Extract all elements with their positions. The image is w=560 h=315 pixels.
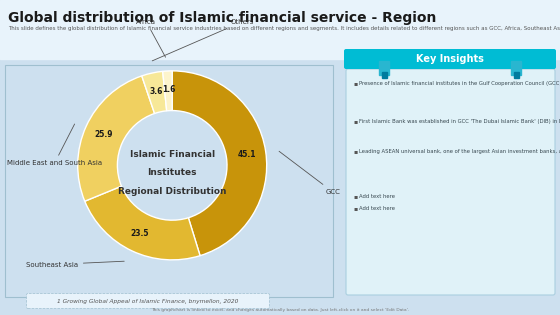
- FancyBboxPatch shape: [346, 69, 555, 295]
- Text: 23.5: 23.5: [130, 229, 149, 238]
- Text: ▪: ▪: [353, 194, 357, 199]
- Text: Leading ASEAN universal bank, one of the largest Asian investment banks, and one: Leading ASEAN universal bank, one of the…: [359, 149, 560, 154]
- Text: Others: Others: [152, 19, 254, 61]
- Text: 1.6: 1.6: [162, 85, 175, 94]
- FancyBboxPatch shape: [344, 49, 556, 69]
- Text: Global distribution of Islamic financial service - Region: Global distribution of Islamic financial…: [8, 11, 436, 25]
- Bar: [381, 72, 386, 78]
- Bar: [0, 0, 560, 59]
- Wedge shape: [78, 76, 155, 201]
- Bar: [379, 61, 389, 75]
- Text: First Islamic Bank was established in GCC 'The Dubai Islamic Bank' (DIB) in Duba: First Islamic Bank was established in GC…: [359, 119, 560, 124]
- Bar: [511, 61, 521, 75]
- Text: Middle East and South Asia: Middle East and South Asia: [7, 124, 102, 167]
- Text: Regional Distribution: Regional Distribution: [118, 187, 226, 196]
- Text: GCC: GCC: [279, 151, 340, 195]
- Wedge shape: [85, 186, 200, 260]
- Text: 3.6: 3.6: [150, 87, 163, 96]
- Text: This slide defines the global distribution of Islamic financial service industri: This slide defines the global distributi…: [8, 26, 560, 31]
- Text: Southeast Asia: Southeast Asia: [26, 261, 124, 268]
- Text: ▪: ▪: [353, 149, 357, 154]
- Text: Add text here: Add text here: [359, 194, 395, 199]
- Text: ▪: ▪: [353, 81, 357, 86]
- Text: ▪: ▪: [353, 206, 357, 211]
- Text: Presence of Islamic financial institutes in the Gulf Cooperation Council (GCC) i: Presence of Islamic financial institutes…: [359, 81, 560, 86]
- Text: Africa: Africa: [136, 19, 166, 57]
- Text: 1 Growing Global Appeal of Islamic Finance, bnymellon, 2020: 1 Growing Global Appeal of Islamic Finan…: [57, 299, 239, 303]
- Text: Islamic Financial: Islamic Financial: [129, 150, 215, 158]
- Wedge shape: [172, 71, 267, 256]
- FancyBboxPatch shape: [26, 294, 269, 308]
- FancyBboxPatch shape: [5, 65, 333, 297]
- Text: Institutes: Institutes: [147, 169, 197, 177]
- Bar: [514, 72, 519, 78]
- Text: Key Insights: Key Insights: [416, 54, 484, 64]
- Wedge shape: [142, 72, 167, 113]
- Wedge shape: [163, 71, 172, 111]
- Text: 25.9: 25.9: [94, 129, 113, 139]
- Text: 45.1: 45.1: [237, 150, 256, 158]
- Text: This graphchart is linked to excel, and changes automatically based on data. Jus: This graphchart is linked to excel, and …: [151, 308, 409, 312]
- Text: ▪: ▪: [353, 119, 357, 124]
- Text: Add text here: Add text here: [359, 206, 395, 211]
